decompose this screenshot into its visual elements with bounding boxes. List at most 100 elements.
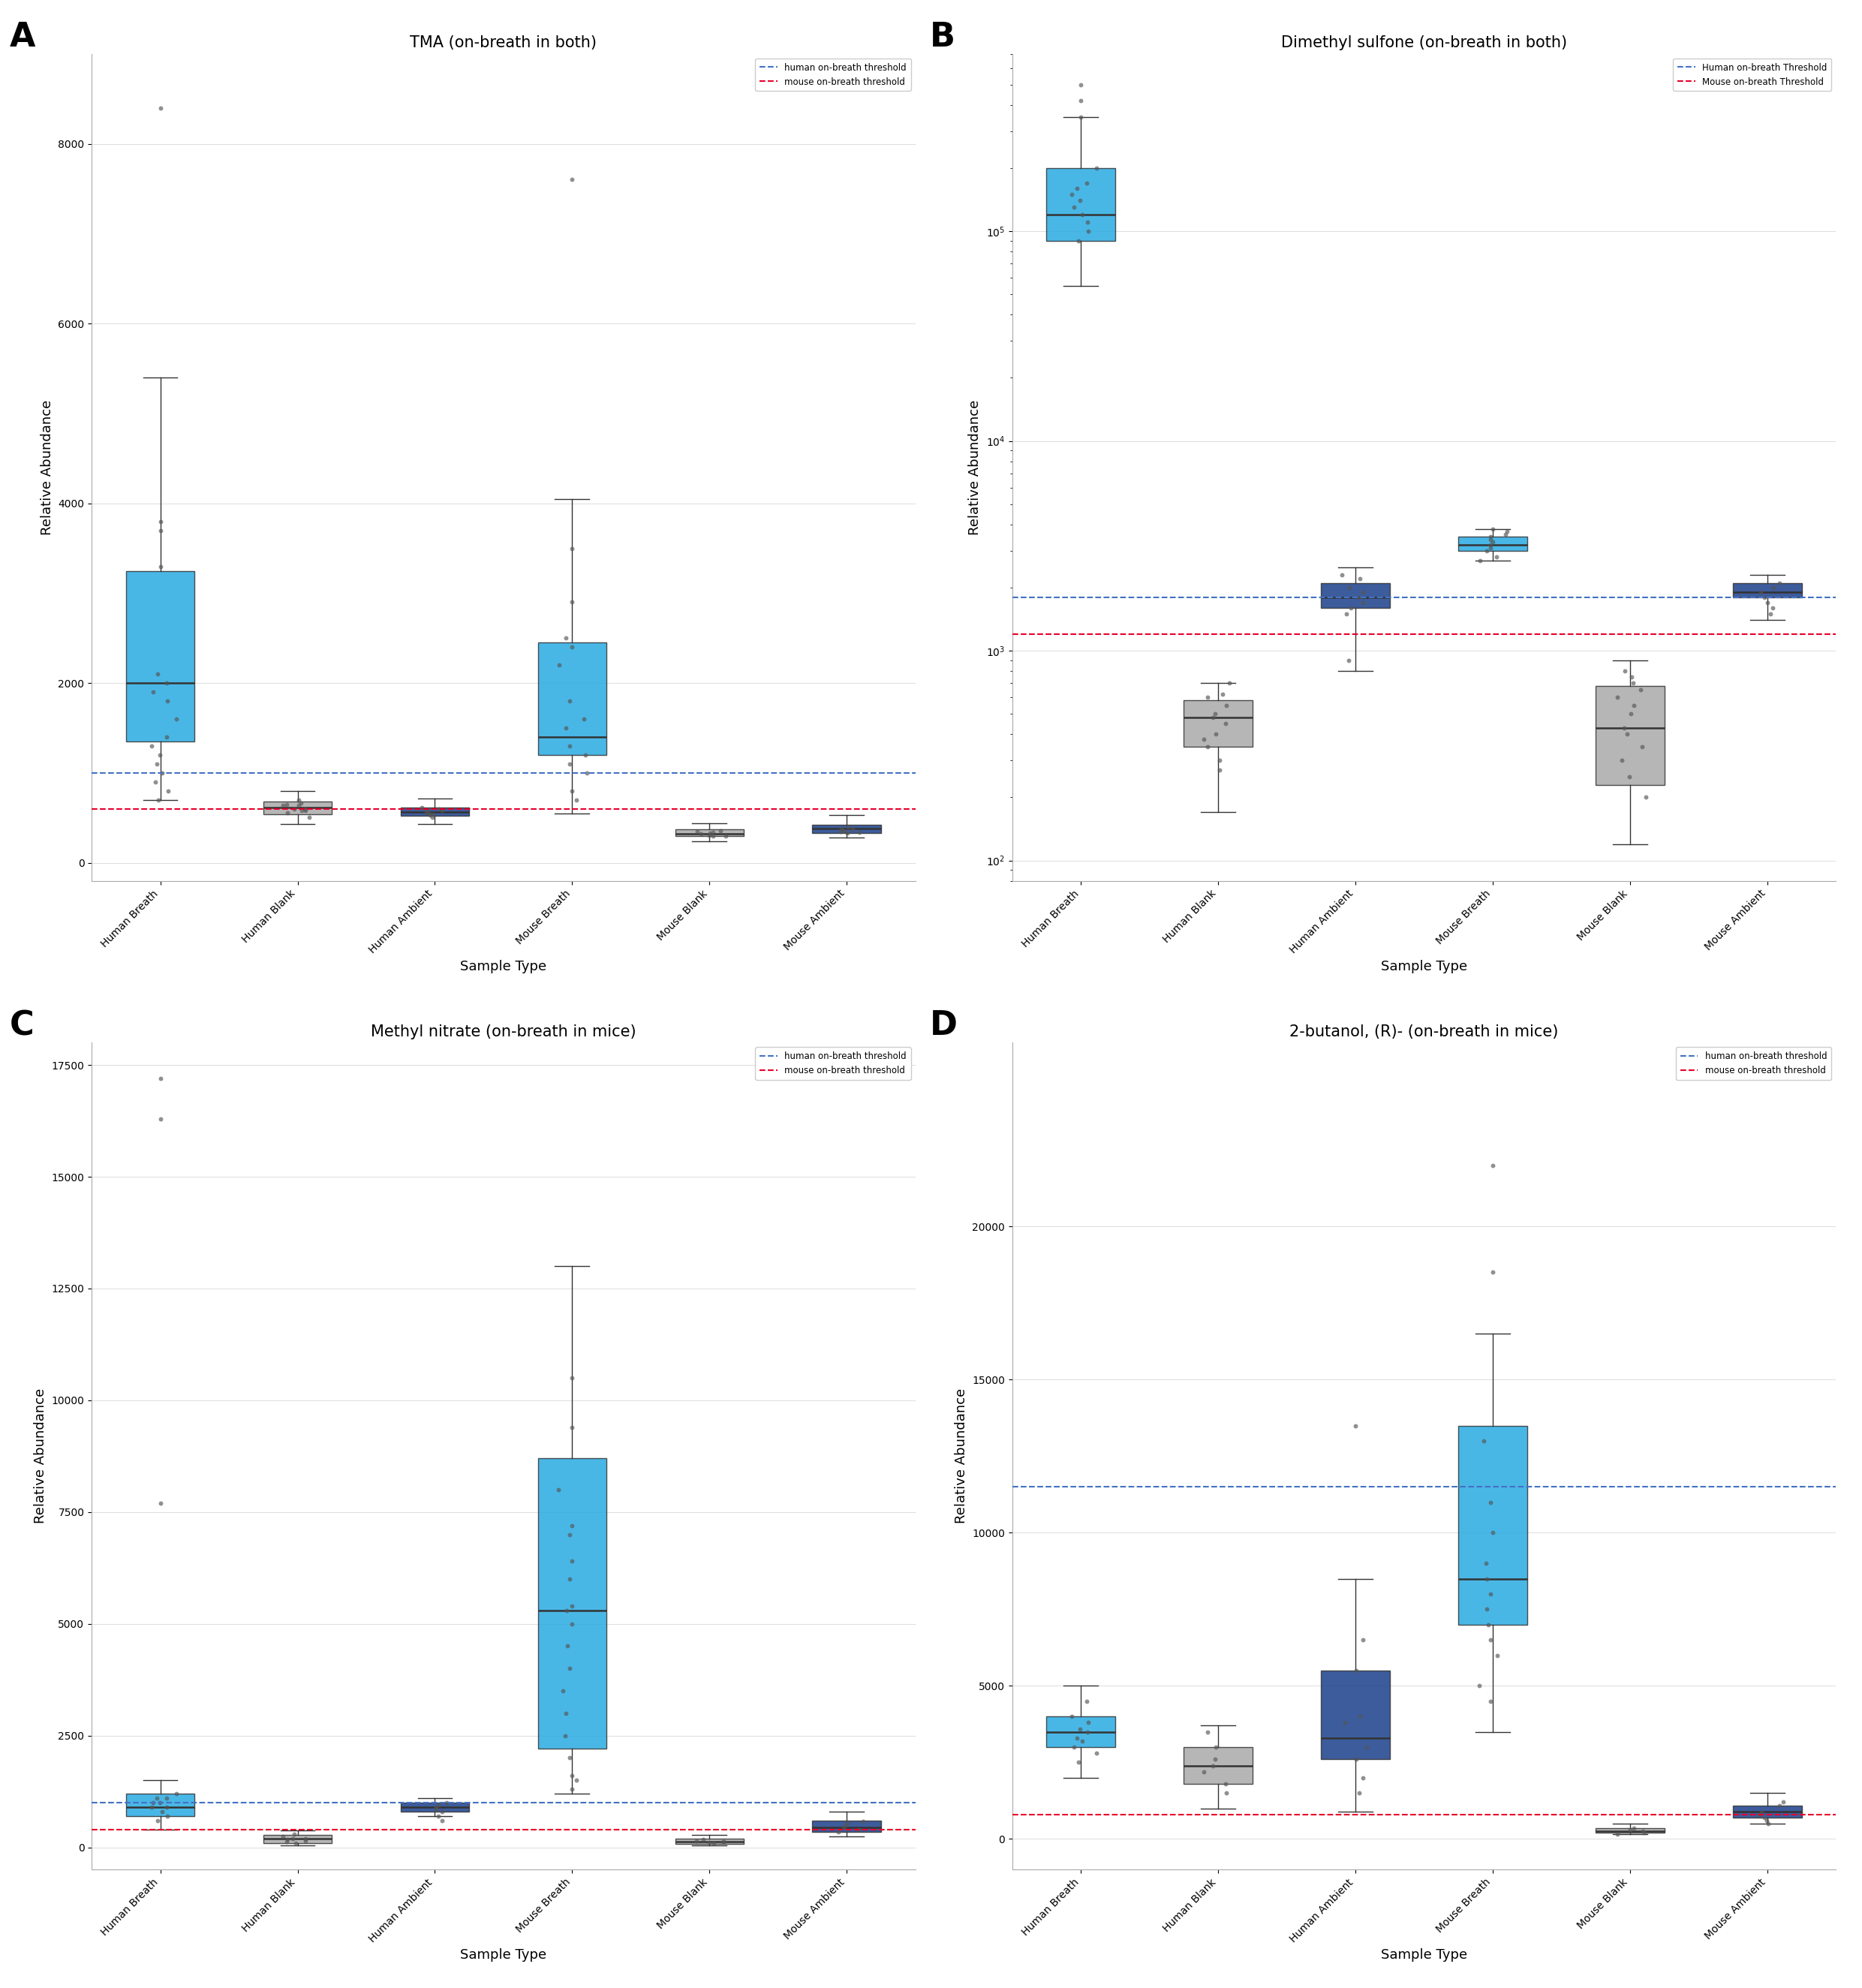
Point xyxy=(555,1563,585,1594)
Point xyxy=(1059,191,1089,223)
Point xyxy=(1627,730,1657,761)
Point xyxy=(1469,1425,1499,1457)
Point xyxy=(143,783,173,815)
Point xyxy=(1756,598,1786,630)
Point xyxy=(151,1791,181,1823)
Point xyxy=(413,793,443,825)
Point xyxy=(290,1825,320,1857)
Point xyxy=(1210,690,1240,722)
Point xyxy=(1188,724,1218,755)
Point xyxy=(1750,580,1780,612)
Point xyxy=(1471,535,1501,567)
Point xyxy=(1067,1726,1097,1757)
Point xyxy=(551,622,581,654)
Point xyxy=(1758,592,1788,624)
Point xyxy=(1745,1799,1774,1831)
Point xyxy=(1478,1256,1508,1288)
Point xyxy=(1205,746,1235,777)
Point xyxy=(695,817,724,849)
Point xyxy=(1199,1743,1229,1775)
Point xyxy=(681,1825,711,1857)
Point xyxy=(695,1827,724,1859)
PathPatch shape xyxy=(1322,582,1389,608)
Point xyxy=(1612,718,1642,749)
Point xyxy=(834,811,864,843)
Point xyxy=(1065,185,1095,217)
Point xyxy=(1607,746,1637,777)
Point xyxy=(557,1590,587,1622)
Point xyxy=(1073,1686,1102,1718)
Point xyxy=(147,757,177,789)
Point xyxy=(1188,1755,1218,1787)
Point xyxy=(1493,515,1523,547)
Point xyxy=(706,815,735,847)
Point xyxy=(290,793,320,825)
Point xyxy=(1331,598,1361,630)
Point xyxy=(412,797,441,829)
Point xyxy=(143,1805,173,1837)
Point xyxy=(1348,577,1378,608)
Y-axis label: Relative Abundance: Relative Abundance xyxy=(968,400,981,535)
Point xyxy=(421,1791,451,1823)
Point xyxy=(1328,559,1357,590)
Point xyxy=(1352,1732,1382,1763)
PathPatch shape xyxy=(263,801,331,815)
Point xyxy=(557,1362,587,1394)
Point xyxy=(1333,644,1363,676)
PathPatch shape xyxy=(127,571,196,742)
Point xyxy=(1073,1716,1102,1747)
Point xyxy=(1059,1732,1089,1763)
Point xyxy=(838,813,868,845)
Point xyxy=(1464,1670,1493,1702)
Point xyxy=(557,1608,587,1640)
Point xyxy=(1344,563,1374,594)
Point xyxy=(1478,1149,1508,1181)
Point xyxy=(145,91,175,123)
Point xyxy=(551,1698,581,1730)
Point xyxy=(547,1676,577,1708)
Point xyxy=(557,1545,587,1576)
Point xyxy=(1210,1767,1240,1799)
Point xyxy=(557,1411,587,1443)
Point xyxy=(428,1795,458,1827)
PathPatch shape xyxy=(1458,537,1527,551)
Point xyxy=(1343,1743,1372,1775)
Point xyxy=(1199,698,1229,730)
Point xyxy=(825,815,855,847)
Point xyxy=(272,797,302,829)
Point xyxy=(557,533,587,565)
Point xyxy=(695,819,724,851)
PathPatch shape xyxy=(538,642,607,755)
Point xyxy=(1769,1787,1799,1819)
Point xyxy=(570,704,600,736)
Text: C: C xyxy=(9,1010,34,1042)
Point xyxy=(1471,1547,1501,1578)
Point xyxy=(1073,167,1102,199)
Point xyxy=(1475,531,1504,563)
Point xyxy=(1609,712,1639,744)
Point xyxy=(153,1781,182,1813)
Point xyxy=(151,722,181,753)
Point xyxy=(1752,1805,1782,1837)
Point xyxy=(279,793,309,825)
Point xyxy=(145,1103,175,1135)
Point xyxy=(709,1827,739,1859)
Point xyxy=(555,747,585,779)
Point xyxy=(1465,545,1495,577)
PathPatch shape xyxy=(676,1839,743,1843)
Point xyxy=(432,1787,462,1819)
Point xyxy=(1631,781,1661,813)
Point xyxy=(1348,1624,1378,1656)
Point xyxy=(1478,1517,1508,1549)
Point xyxy=(1329,1708,1359,1740)
Point xyxy=(406,791,436,823)
Point xyxy=(832,1807,862,1839)
Point xyxy=(555,730,585,761)
Point xyxy=(1208,678,1238,710)
PathPatch shape xyxy=(127,1793,196,1815)
Point xyxy=(153,686,182,718)
Point xyxy=(1205,753,1235,785)
Point xyxy=(551,712,581,744)
Point xyxy=(1063,225,1093,256)
Point xyxy=(145,740,175,771)
